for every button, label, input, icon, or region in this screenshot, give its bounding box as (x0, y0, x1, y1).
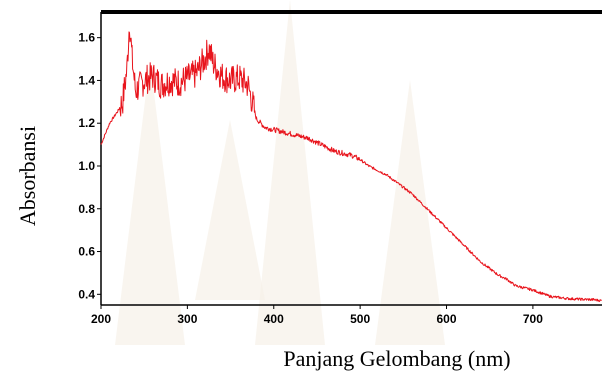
x-tick-label: 400 (264, 312, 284, 326)
y-tick-label: 0.8 (78, 202, 95, 216)
watermark-shape (195, 120, 265, 300)
y-tick-label: 1.0 (78, 159, 95, 173)
x-tick-label: 300 (177, 312, 197, 326)
y-tick-label: 0.4 (78, 287, 95, 301)
absorbance-series-line (100, 31, 602, 303)
y-axis-ticks: 0.4 0.6 0.8 1.0 1.2 1.4 1.6 (78, 31, 101, 301)
x-tick-label: 600 (437, 312, 457, 326)
watermark-shape (375, 80, 445, 345)
plot-frame (100, 10, 602, 306)
x-tick-label: 200 (91, 312, 111, 326)
y-tick-label: 1.2 (78, 116, 95, 130)
y-tick-label: 1.4 (78, 73, 95, 87)
x-tick-label: 500 (350, 312, 370, 326)
background-watermark (115, 0, 445, 345)
y-axis-title: Absorbansi (15, 126, 40, 226)
x-tick-label: 700 (523, 312, 543, 326)
x-axis-ticks: 200 300 400 500 600 700 (91, 305, 543, 326)
y-tick-label: 0.6 (78, 245, 95, 259)
watermark-shape (115, 60, 185, 345)
y-tick-label: 1.6 (78, 31, 95, 45)
x-axis-title: Panjang Gelombang (nm) (283, 346, 510, 371)
watermark-shape (255, 0, 325, 345)
